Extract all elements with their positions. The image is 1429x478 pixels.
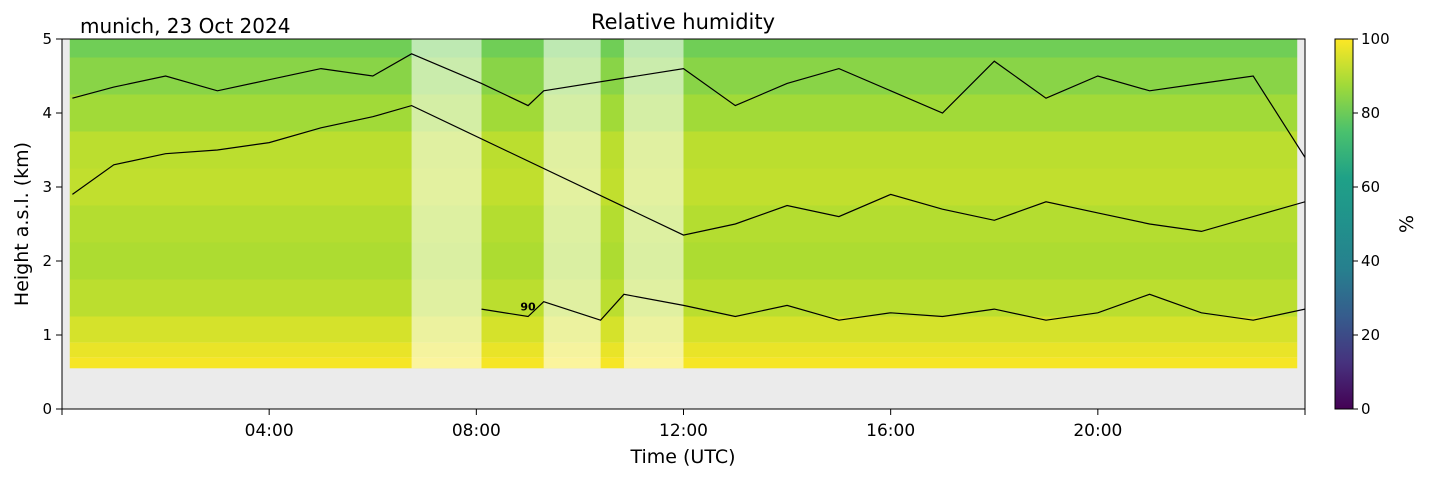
x-tick-label: 04:00 [245,421,294,441]
y-tick-label: 5 [42,30,52,48]
y-axis-label: Height a.s.l. (km) [11,142,33,306]
contour-line-lower [481,293,1305,321]
colorbar-tick-label: 20 [1361,326,1380,344]
chart-title: Relative humidity [591,10,775,34]
colorbar-tick-label: 80 [1361,104,1380,122]
y-tick-label: 2 [42,252,52,270]
colorbar-ticks: 0 20 40 60 80 100 [1353,30,1390,418]
x-axis-label: Time (UTC) [629,446,735,468]
masked-periods [411,39,684,369]
contour-lines: 90 [72,53,1305,321]
masked-period [543,39,601,369]
x-tick-label: 12:00 [659,421,708,441]
y-tick-label: 4 [42,104,52,122]
colorbar-tick-label: 40 [1361,252,1380,270]
x-axis-ticks: 04:00 08:00 12:00 16:00 20:00 [61,409,1306,441]
y-tick-label: 3 [42,178,52,196]
x-tick-label: 20:00 [1073,421,1122,441]
y-tick-label: 0 [42,400,52,418]
colorbar-tick-label: 100 [1361,30,1390,48]
contour-value-label: 90 [520,301,536,314]
x-tick-label: 16:00 [866,421,915,441]
masked-period [623,39,684,369]
colorbar-label: % [1396,215,1418,233]
contour-line-upper [72,53,1305,158]
colorbar-tick-label: 60 [1361,178,1380,196]
x-tick-label: 08:00 [452,421,501,441]
colorbar [1334,38,1354,410]
masked-period [411,39,482,369]
site-date-label: munich, 23 Oct 2024 [80,14,290,38]
colorbar-tick-label: 0 [1361,400,1371,418]
y-axis-ticks: 0 1 2 3 4 5 [42,30,62,418]
contour-line-middle [72,104,1305,236]
y-tick-label: 1 [42,326,52,344]
